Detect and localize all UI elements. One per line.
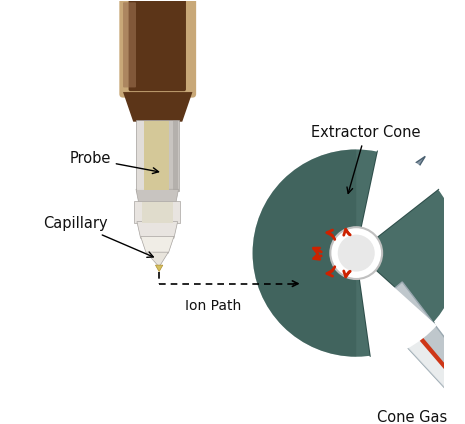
Wedge shape <box>252 149 356 357</box>
Polygon shape <box>146 252 168 267</box>
Polygon shape <box>134 201 180 223</box>
Circle shape <box>338 234 375 272</box>
FancyBboxPatch shape <box>123 2 136 87</box>
Polygon shape <box>155 265 163 272</box>
Polygon shape <box>383 295 465 396</box>
Polygon shape <box>141 202 173 223</box>
FancyBboxPatch shape <box>137 121 144 190</box>
Polygon shape <box>146 252 154 262</box>
Polygon shape <box>136 189 179 203</box>
Text: Extractor Cone: Extractor Cone <box>311 126 420 193</box>
FancyBboxPatch shape <box>129 0 186 91</box>
Text: Ion Path: Ion Path <box>185 299 241 313</box>
Polygon shape <box>358 156 425 240</box>
Wedge shape <box>356 147 442 253</box>
Text: Cone Gas: Cone Gas <box>377 410 447 424</box>
Wedge shape <box>356 147 442 253</box>
Polygon shape <box>136 120 179 191</box>
Polygon shape <box>140 237 174 253</box>
Polygon shape <box>371 282 465 404</box>
Polygon shape <box>371 295 465 404</box>
Text: Probe: Probe <box>69 151 159 173</box>
Circle shape <box>330 227 382 279</box>
Circle shape <box>252 149 460 357</box>
Polygon shape <box>123 92 193 122</box>
Polygon shape <box>386 282 465 394</box>
Polygon shape <box>137 222 178 238</box>
Polygon shape <box>144 121 169 190</box>
Wedge shape <box>356 253 437 360</box>
FancyBboxPatch shape <box>173 121 178 190</box>
Polygon shape <box>358 166 412 240</box>
FancyBboxPatch shape <box>120 0 196 98</box>
Text: Capillary: Capillary <box>43 216 153 257</box>
Wedge shape <box>356 253 437 360</box>
